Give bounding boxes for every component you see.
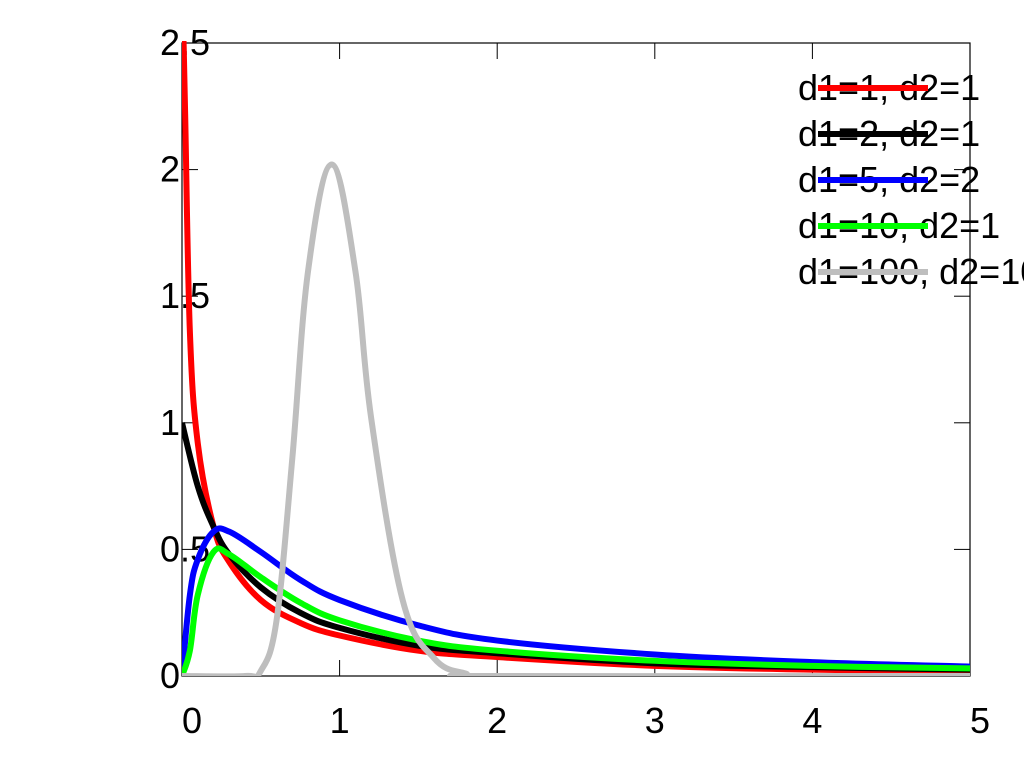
x-tick-label: 5 — [970, 700, 990, 741]
legend: d1=1, d2=1d1=2, d2=1d1=5, d2=2d1=10, d2=… — [798, 67, 1024, 292]
x-tick-label: 0 — [182, 700, 202, 741]
x-tick-label: 4 — [802, 700, 822, 741]
x-tick-label: 3 — [645, 700, 665, 741]
series-line-1 — [182, 422, 970, 673]
series-line-3 — [182, 545, 970, 676]
axis-tick-labels: 0 1 2 3 4 500.511.522.5 — [160, 22, 990, 741]
series-curves — [182, 41, 970, 676]
x-tick-label: 1 — [330, 700, 350, 741]
x-tick-label: 2 — [487, 700, 507, 741]
series-line-4 — [182, 161, 970, 676]
y-tick-label: 1 — [160, 402, 180, 443]
series-line-2 — [182, 525, 970, 676]
y-tick-label: 1.5 — [160, 275, 210, 316]
y-tick-label: 2 — [160, 149, 180, 190]
y-tick-label: 0 — [160, 655, 180, 696]
